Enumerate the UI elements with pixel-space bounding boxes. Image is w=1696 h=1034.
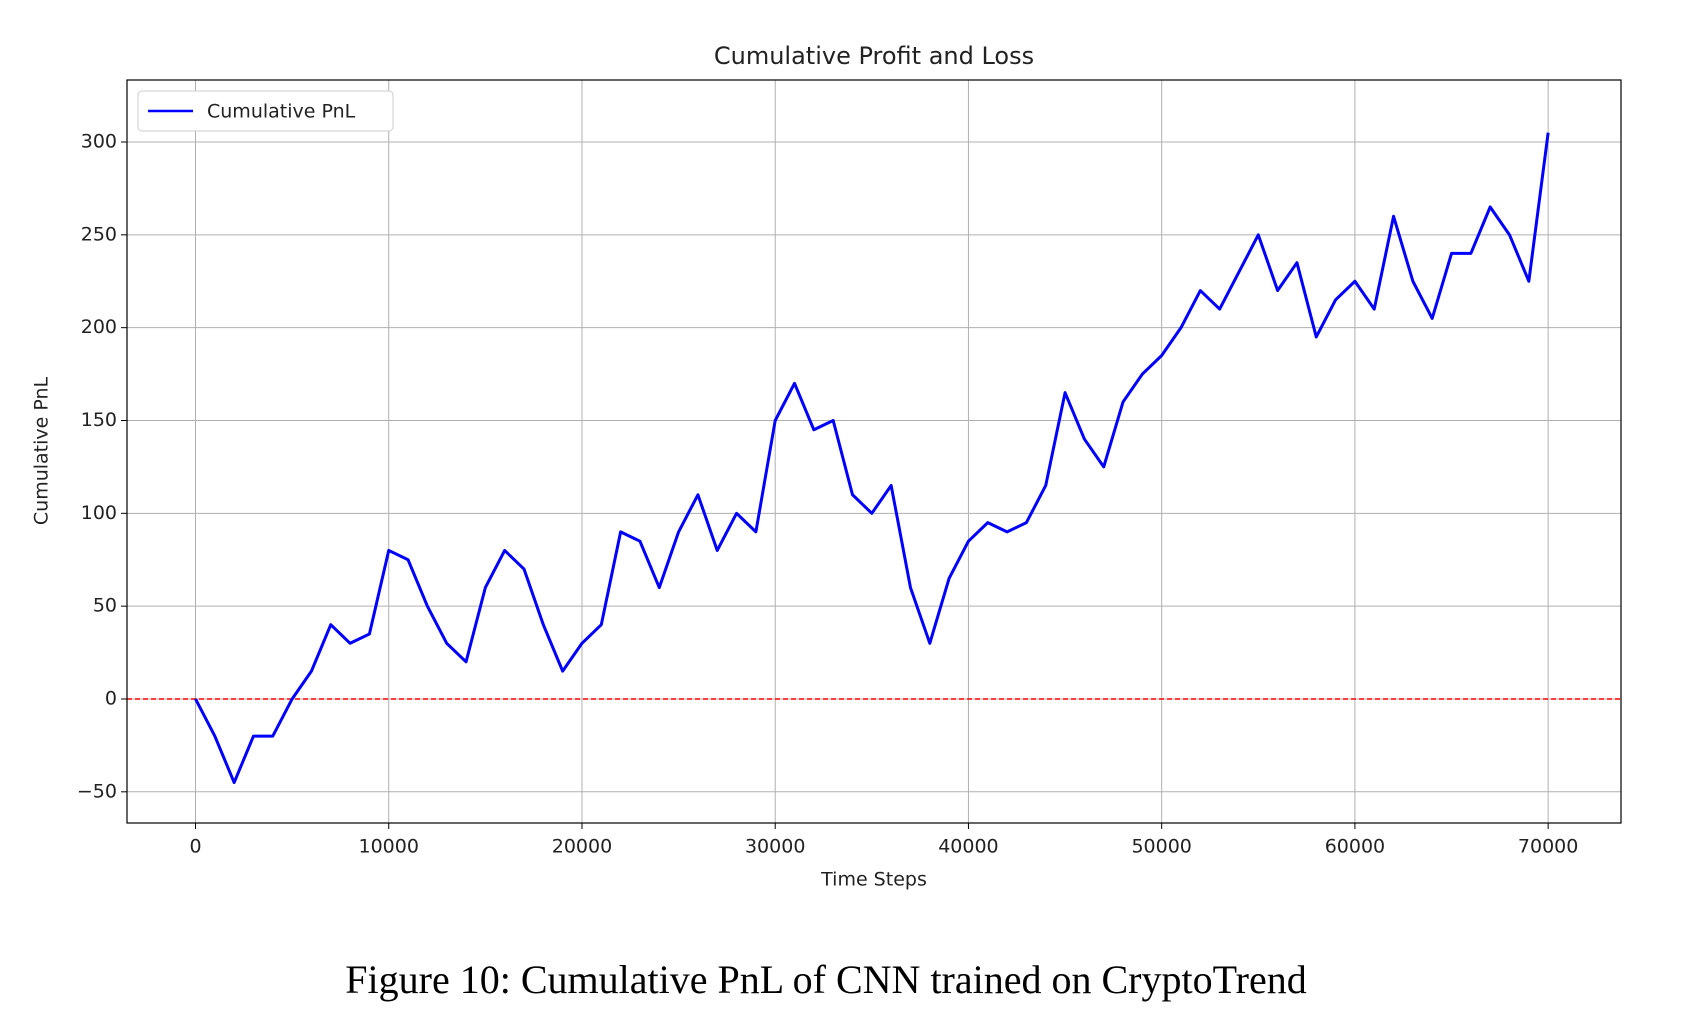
y-tick-label: 100 xyxy=(81,502,117,524)
x-axis-label: Time Steps xyxy=(820,869,927,891)
y-tick-label: 150 xyxy=(81,409,117,431)
figure-caption: Figure 10: Cumulative PnL of CNN trained… xyxy=(345,957,1306,1002)
legend-label: Cumulative PnL xyxy=(207,101,356,123)
x-tick-label: 30000 xyxy=(745,836,805,858)
x-tick-label: 70000 xyxy=(1518,836,1578,858)
x-tick-label: 50000 xyxy=(1131,836,1191,858)
chart-title: Cumulative Profit and Loss xyxy=(714,42,1034,70)
x-tick-label: 20000 xyxy=(552,836,612,858)
x-tick-label: 40000 xyxy=(938,836,998,858)
plot-frame xyxy=(126,79,1622,824)
x-tick-label: 60000 xyxy=(1325,836,1385,858)
y-tick-label: 200 xyxy=(81,316,117,338)
y-tick-label: 250 xyxy=(81,223,117,245)
y-axis-label: Cumulative PnL xyxy=(31,376,53,525)
data-line xyxy=(194,132,1550,785)
y-tick-label: 50 xyxy=(93,595,117,617)
y-tick-label: 0 xyxy=(105,687,117,709)
x-tick-label: 0 xyxy=(189,836,201,858)
legend-box xyxy=(137,90,394,132)
y-tick-label: −50 xyxy=(77,780,117,802)
y-tick-label: 300 xyxy=(81,131,117,153)
x-tick-label: 10000 xyxy=(359,836,419,858)
